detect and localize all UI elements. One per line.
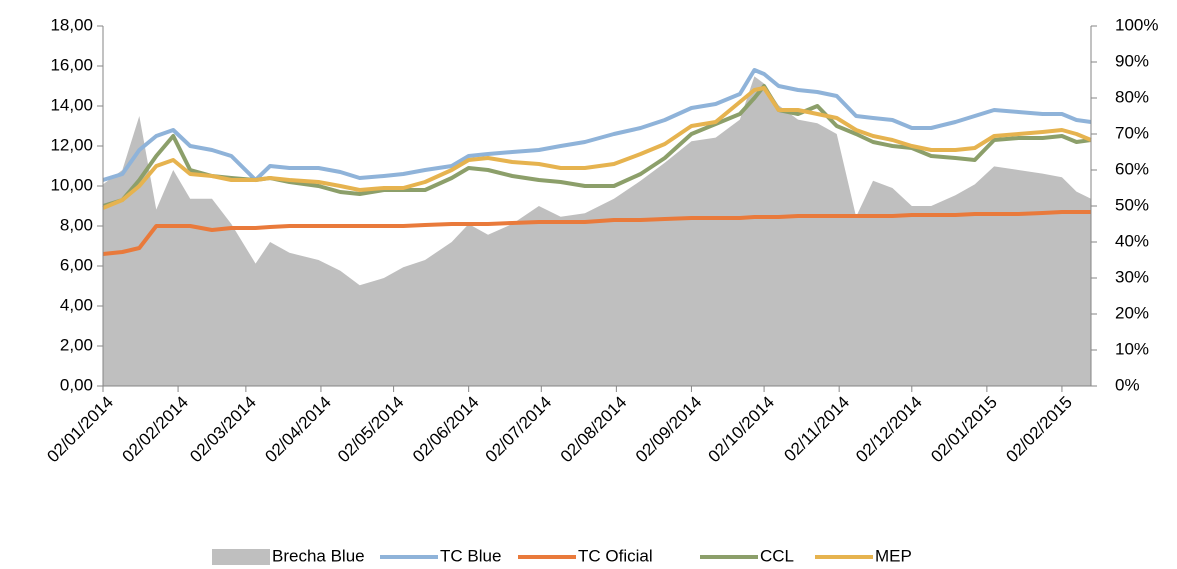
y2-tick-label: 90% — [1115, 51, 1149, 70]
y-tick-label: 8,00 — [60, 215, 93, 234]
y2-tick-label: 50% — [1115, 195, 1149, 214]
x-tick-label: 02/02/2014 — [118, 393, 192, 467]
legend-label: Brecha Blue — [272, 546, 365, 565]
y2-tick-label: 30% — [1115, 267, 1149, 286]
legend-swatch — [212, 549, 270, 565]
x-tick-label: 02/01/2014 — [43, 393, 117, 467]
line — [102, 68, 1092, 182]
legend-label: TC Blue — [440, 546, 501, 565]
y2-tick-label: 0% — [1115, 375, 1140, 394]
y-tick-label: 4,00 — [60, 295, 93, 314]
line — [102, 86, 1092, 210]
y2-tick-label: 60% — [1115, 159, 1149, 178]
x-tick-label: 02/01/2015 — [927, 393, 1001, 467]
line — [102, 84, 1092, 208]
y2-tick-label: 20% — [1115, 303, 1149, 322]
y-tick-label: 2,00 — [60, 335, 93, 354]
line — [102, 210, 1091, 256]
x-tick-label: 02/08/2014 — [557, 393, 631, 467]
x-tick-label: 02/07/2014 — [482, 393, 556, 467]
y-tick-label: 16,00 — [50, 55, 93, 74]
y-tick-label: 18,00 — [50, 15, 93, 34]
y-tick-label: 12,00 — [50, 135, 93, 154]
y-tick-label: 10,00 — [50, 175, 93, 194]
x-tick-label: 02/06/2014 — [409, 393, 483, 467]
x-tick-label: 02/03/2014 — [186, 393, 260, 467]
x-tick-label: 02/09/2014 — [632, 393, 706, 467]
x-tick-label: 02/04/2014 — [261, 393, 335, 467]
x-tick-label: 02/12/2014 — [852, 393, 926, 467]
legend-label: TC Oficial — [578, 546, 653, 565]
area — [103, 76, 1091, 387]
y2-tick-label: 80% — [1115, 87, 1149, 106]
y2-tick-label: 40% — [1115, 231, 1149, 250]
legend-label: MEP — [875, 546, 912, 565]
x-tick-label: 02/05/2014 — [334, 393, 408, 467]
y2-tick-label: 70% — [1115, 123, 1149, 142]
y-tick-label: 14,00 — [50, 95, 93, 114]
x-tick-label: 02/10/2014 — [704, 393, 778, 467]
y2-tick-label: 100% — [1115, 15, 1158, 34]
y2-tick-label: 10% — [1115, 339, 1149, 358]
y-tick-label: 0,00 — [60, 375, 93, 394]
x-tick-label: 02/02/2015 — [1002, 393, 1076, 467]
x-tick-label: 02/11/2014 — [780, 393, 853, 466]
y-tick-label: 6,00 — [60, 255, 93, 274]
legend-label: CCL — [760, 546, 794, 565]
